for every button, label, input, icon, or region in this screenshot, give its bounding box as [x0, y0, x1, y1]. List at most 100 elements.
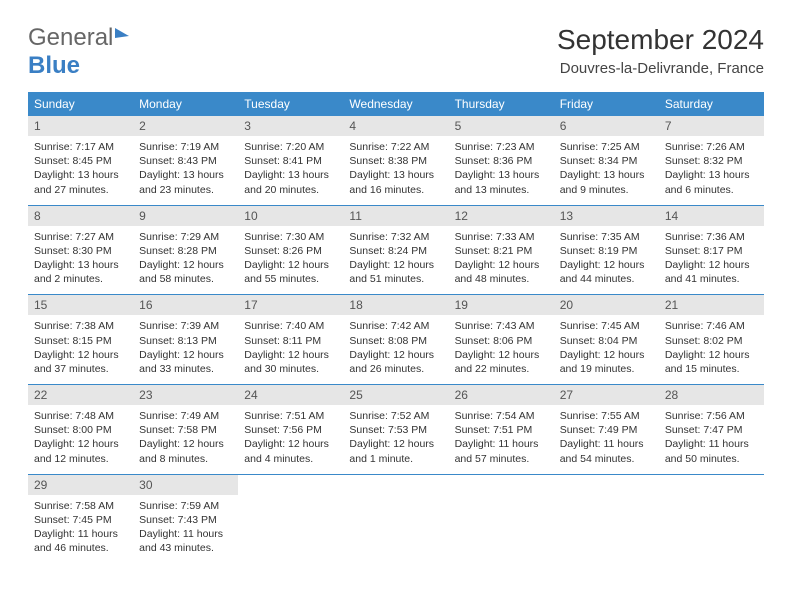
- day-number: 15: [28, 295, 133, 315]
- daylight-line1: Daylight: 13 hours: [34, 258, 127, 272]
- daylight-line1: Daylight: 12 hours: [349, 258, 442, 272]
- day-body: [554, 495, 659, 553]
- calendar-day-cell: 29Sunrise: 7:58 AMSunset: 7:45 PMDayligh…: [28, 474, 133, 563]
- daylight-line1: Daylight: 11 hours: [34, 527, 127, 541]
- day-body: [449, 495, 554, 553]
- daylight-line2: and 41 minutes.: [665, 272, 758, 286]
- daylight-line2: and 8 minutes.: [139, 452, 232, 466]
- sunset-text: Sunset: 7:47 PM: [665, 423, 758, 437]
- sunset-text: Sunset: 8:19 PM: [560, 244, 653, 258]
- calendar-day-cell: 30Sunrise: 7:59 AMSunset: 7:43 PMDayligh…: [133, 474, 238, 563]
- sunset-text: Sunset: 8:34 PM: [560, 154, 653, 168]
- calendar-day-cell: 1Sunrise: 7:17 AMSunset: 8:45 PMDaylight…: [28, 116, 133, 205]
- day-number: 3: [238, 116, 343, 136]
- day-body: Sunrise: 7:29 AMSunset: 8:28 PMDaylight:…: [133, 226, 238, 295]
- day-body: Sunrise: 7:43 AMSunset: 8:06 PMDaylight:…: [449, 315, 554, 384]
- day-body: Sunrise: 7:48 AMSunset: 8:00 PMDaylight:…: [28, 405, 133, 474]
- calendar-day-cell: 28Sunrise: 7:56 AMSunset: 7:47 PMDayligh…: [659, 385, 764, 475]
- day-body: Sunrise: 7:56 AMSunset: 7:47 PMDaylight:…: [659, 405, 764, 474]
- day-number: 2: [133, 116, 238, 136]
- weekday-header: Thursday: [449, 92, 554, 116]
- daylight-line1: Daylight: 12 hours: [349, 348, 442, 362]
- day-number: 8: [28, 206, 133, 226]
- daylight-line2: and 26 minutes.: [349, 362, 442, 376]
- sunrise-text: Sunrise: 7:19 AM: [139, 140, 232, 154]
- day-body: Sunrise: 7:27 AMSunset: 8:30 PMDaylight:…: [28, 226, 133, 295]
- daylight-line1: Daylight: 12 hours: [349, 437, 442, 451]
- daylight-line2: and 19 minutes.: [560, 362, 653, 376]
- logo-line2: Blue: [28, 52, 80, 79]
- calendar-day-cell: 17Sunrise: 7:40 AMSunset: 8:11 PMDayligh…: [238, 295, 343, 385]
- sunset-text: Sunset: 7:51 PM: [455, 423, 548, 437]
- daylight-line2: and 15 minutes.: [665, 362, 758, 376]
- day-body: Sunrise: 7:20 AMSunset: 8:41 PMDaylight:…: [238, 136, 343, 205]
- calendar-day-cell: 12Sunrise: 7:33 AMSunset: 8:21 PMDayligh…: [449, 205, 554, 295]
- sunrise-text: Sunrise: 7:40 AM: [244, 319, 337, 333]
- day-number: 29: [28, 475, 133, 495]
- header: General Blue September 2024 Douvres-la-D…: [28, 24, 764, 80]
- calendar-day-cell: 3Sunrise: 7:20 AMSunset: 8:41 PMDaylight…: [238, 116, 343, 205]
- logo-line1: General: [28, 24, 113, 51]
- sunrise-text: Sunrise: 7:42 AM: [349, 319, 442, 333]
- calendar-day-cell: 18Sunrise: 7:42 AMSunset: 8:08 PMDayligh…: [343, 295, 448, 385]
- sunset-text: Sunset: 8:41 PM: [244, 154, 337, 168]
- calendar-day-cell: 24Sunrise: 7:51 AMSunset: 7:56 PMDayligh…: [238, 385, 343, 475]
- day-body: Sunrise: 7:39 AMSunset: 8:13 PMDaylight:…: [133, 315, 238, 384]
- daylight-line2: and 22 minutes.: [455, 362, 548, 376]
- daylight-line2: and 13 minutes.: [455, 183, 548, 197]
- title-block: September 2024 Douvres-la-Delivrande, Fr…: [557, 24, 764, 77]
- weekday-header-row: SundayMondayTuesdayWednesdayThursdayFrid…: [28, 92, 764, 116]
- day-body: [343, 495, 448, 553]
- daylight-line2: and 37 minutes.: [34, 362, 127, 376]
- sunrise-text: Sunrise: 7:54 AM: [455, 409, 548, 423]
- sunset-text: Sunset: 7:49 PM: [560, 423, 653, 437]
- calendar-day-cell: 16Sunrise: 7:39 AMSunset: 8:13 PMDayligh…: [133, 295, 238, 385]
- day-body: Sunrise: 7:40 AMSunset: 8:11 PMDaylight:…: [238, 315, 343, 384]
- sunset-text: Sunset: 7:58 PM: [139, 423, 232, 437]
- daylight-line2: and 44 minutes.: [560, 272, 653, 286]
- day-body: Sunrise: 7:30 AMSunset: 8:26 PMDaylight:…: [238, 226, 343, 295]
- calendar-day-cell: 20Sunrise: 7:45 AMSunset: 8:04 PMDayligh…: [554, 295, 659, 385]
- sunset-text: Sunset: 8:24 PM: [349, 244, 442, 258]
- daylight-line1: Daylight: 12 hours: [560, 258, 653, 272]
- calendar-day-cell: 11Sunrise: 7:32 AMSunset: 8:24 PMDayligh…: [343, 205, 448, 295]
- sunrise-text: Sunrise: 7:43 AM: [455, 319, 548, 333]
- calendar-day-cell: 25Sunrise: 7:52 AMSunset: 7:53 PMDayligh…: [343, 385, 448, 475]
- calendar-table: SundayMondayTuesdayWednesdayThursdayFrid…: [28, 92, 764, 563]
- sunrise-text: Sunrise: 7:33 AM: [455, 230, 548, 244]
- daylight-line2: and 48 minutes.: [455, 272, 548, 286]
- day-number: 4: [343, 116, 448, 136]
- day-number: 17: [238, 295, 343, 315]
- sunset-text: Sunset: 8:11 PM: [244, 334, 337, 348]
- sunrise-text: Sunrise: 7:45 AM: [560, 319, 653, 333]
- day-number: 5: [449, 116, 554, 136]
- day-body: Sunrise: 7:25 AMSunset: 8:34 PMDaylight:…: [554, 136, 659, 205]
- day-number: 16: [133, 295, 238, 315]
- day-number: 25: [343, 385, 448, 405]
- day-body: Sunrise: 7:55 AMSunset: 7:49 PMDaylight:…: [554, 405, 659, 474]
- day-body: Sunrise: 7:42 AMSunset: 8:08 PMDaylight:…: [343, 315, 448, 384]
- daylight-line1: Daylight: 12 hours: [34, 348, 127, 362]
- day-body: Sunrise: 7:26 AMSunset: 8:32 PMDaylight:…: [659, 136, 764, 205]
- sunset-text: Sunset: 8:15 PM: [34, 334, 127, 348]
- daylight-line1: Daylight: 13 hours: [244, 168, 337, 182]
- day-body: Sunrise: 7:59 AMSunset: 7:43 PMDaylight:…: [133, 495, 238, 564]
- weekday-header: Tuesday: [238, 92, 343, 116]
- daylight-line1: Daylight: 13 hours: [34, 168, 127, 182]
- day-number: 10: [238, 206, 343, 226]
- day-number: 1: [28, 116, 133, 136]
- daylight-line2: and 4 minutes.: [244, 452, 337, 466]
- day-body: Sunrise: 7:36 AMSunset: 8:17 PMDaylight:…: [659, 226, 764, 295]
- day-number: 22: [28, 385, 133, 405]
- day-number: [238, 475, 343, 495]
- day-number: [343, 475, 448, 495]
- daylight-line2: and 6 minutes.: [665, 183, 758, 197]
- sunrise-text: Sunrise: 7:58 AM: [34, 499, 127, 513]
- sunrise-text: Sunrise: 7:25 AM: [560, 140, 653, 154]
- calendar-day-cell: [238, 474, 343, 563]
- day-number: [659, 475, 764, 495]
- daylight-line2: and 55 minutes.: [244, 272, 337, 286]
- sunset-text: Sunset: 7:53 PM: [349, 423, 442, 437]
- daylight-line2: and 27 minutes.: [34, 183, 127, 197]
- sunrise-text: Sunrise: 7:36 AM: [665, 230, 758, 244]
